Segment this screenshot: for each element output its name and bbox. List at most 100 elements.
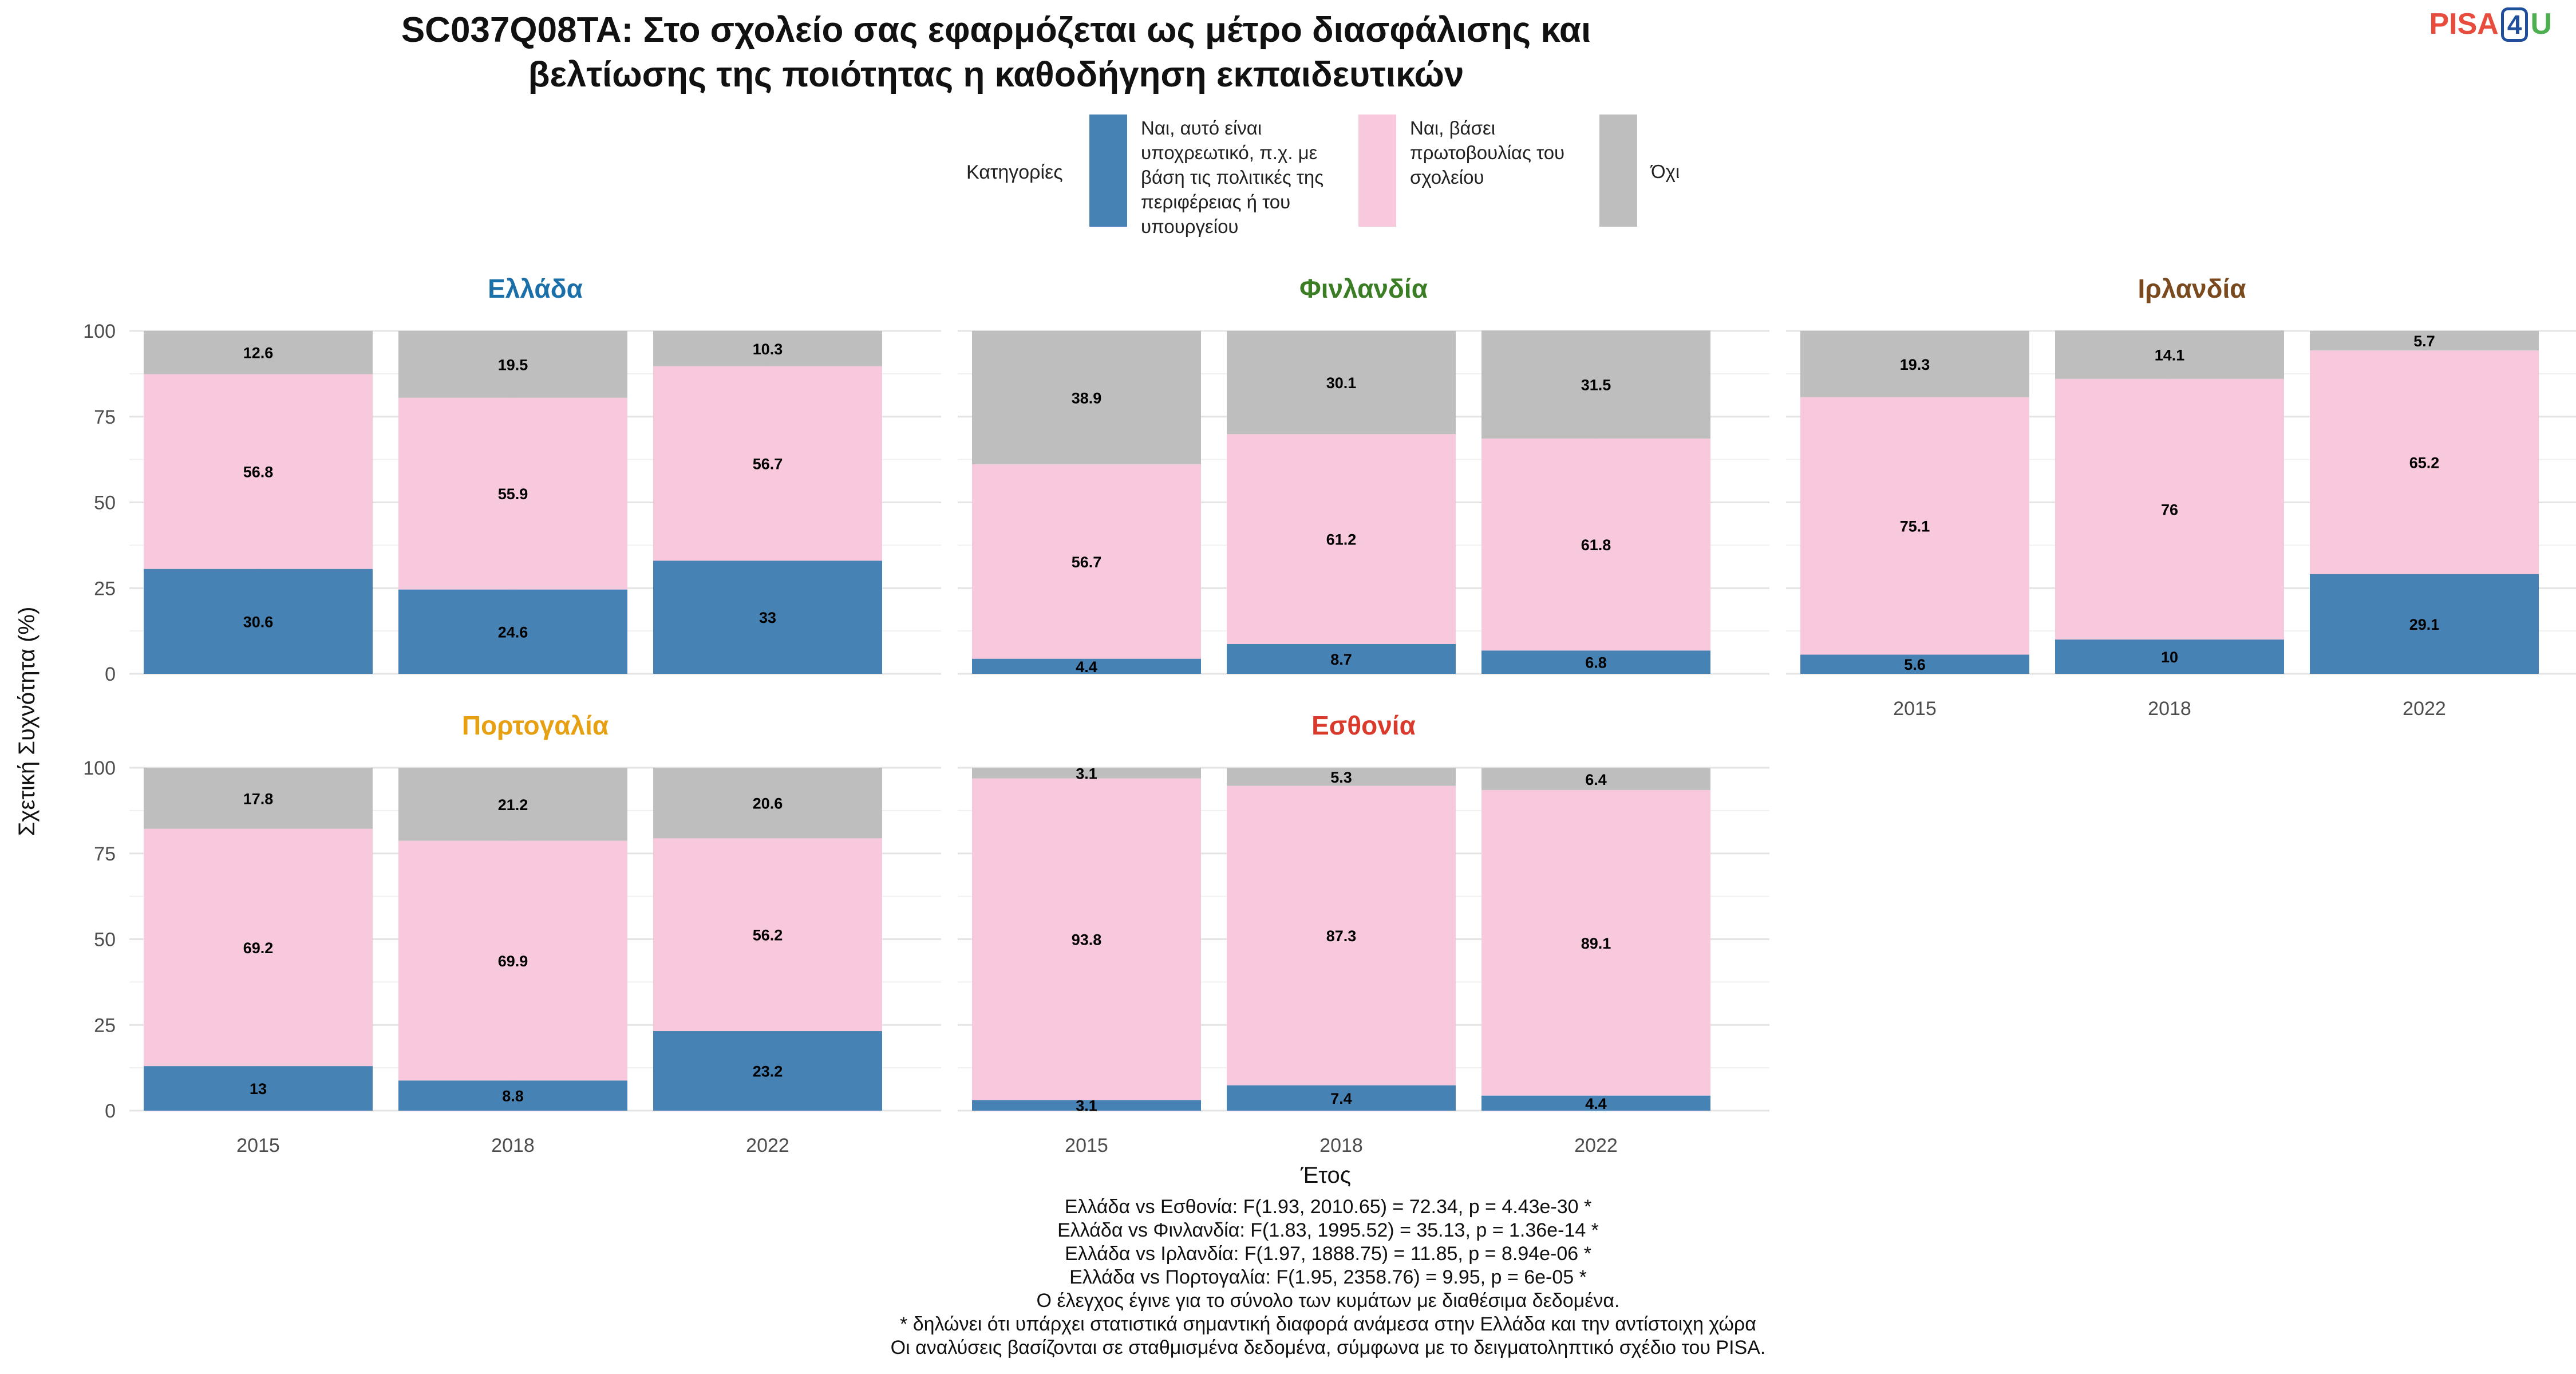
panel-4-x-tick-label: 2018 [491, 1135, 535, 1156]
panel-1-data-label-2022-series-1: 33 [759, 609, 776, 626]
panel-4-y-tick-label: 75 [94, 843, 116, 865]
panel-4-y-tick-label: 25 [94, 1014, 116, 1036]
panel-2-data-label-2015-series-1: 4.4 [1076, 658, 1097, 676]
panel-3-bar-2018-series-2 [2055, 378, 2284, 640]
panel-4-bar-2018-series-3 [398, 768, 627, 841]
panel-3-bar-2022-series-2 [2310, 350, 2539, 574]
panel-1-bar-2018-series-3 [398, 331, 627, 398]
panel-2-data-label-2018-series-1: 8.7 [1330, 651, 1352, 668]
panel-5-data-label-2015-series-1: 3.1 [1076, 1097, 1097, 1115]
panel-1-bar-2018-series-2 [398, 397, 627, 590]
panel-4-data-label-2015-series-2: 69.2 [243, 939, 274, 957]
panel-2-data-label-2022-series-3: 31.5 [1581, 377, 1611, 394]
panel-1-data-label-2015-series-3: 12.6 [243, 345, 274, 362]
panel-3-x-tick-label: 2018 [2148, 698, 2191, 720]
panel-5-bar-2022-series-3 [1481, 768, 1710, 790]
panel-3-data-label-2018-series-3: 14.1 [2155, 347, 2185, 364]
logo-text-4: 4 [2500, 7, 2528, 42]
panel-5-x-tick-label: 2015 [1065, 1135, 1108, 1156]
panel-3-bar-2022-series-1 [2310, 574, 2539, 674]
panel-4-data-label-2018-series-3: 21.2 [498, 796, 528, 814]
panel-5-x-tick-label: 2018 [1319, 1135, 1363, 1156]
legend-title: Κατηγορίες [966, 161, 1063, 183]
chart-title-line-2: βελτίωσης της ποιότητας η καθοδήγηση εκπ… [528, 55, 1464, 94]
panel-4-y-tick-label: 0 [105, 1100, 116, 1122]
panel-3-bar-2018-series-3 [2055, 330, 2284, 379]
panel-3-data-label-2015-series-3: 19.3 [1900, 356, 1930, 373]
panel-1-y-tick-label: 75 [94, 406, 116, 428]
panel-3-data-label-2015-series-2: 75.1 [1900, 518, 1930, 535]
panel-1-data-label-2018-series-1: 24.6 [498, 623, 528, 641]
panel-1-bar-2018-series-1 [398, 589, 627, 674]
panel-1-bar-2022-series-1 [653, 560, 882, 674]
panel-3-x-tick-label: 2015 [1893, 698, 1937, 720]
footer-line-1: Ελλάδα vs Εσθονία: F(1.93, 2010.65) = 72… [1064, 1196, 1592, 1218]
panel-2-data-label-2015-series-3: 38.9 [1072, 390, 1102, 407]
panel-5-data-label-2022-series-3: 6.4 [1585, 771, 1607, 788]
panel-4-data-label-2022-series-3: 20.6 [753, 795, 783, 812]
panel-2-data-label-2015-series-2: 56.7 [1072, 554, 1102, 571]
panel-1-data-label-2015-series-1: 30.6 [243, 613, 274, 630]
panel-5-bar-2022-series-2 [1481, 789, 1710, 1096]
panel-4-data-label-2018-series-2: 69.9 [498, 953, 528, 970]
legend-label-school-initiative: Ναι, βάσει πρωτοβουλίας του σχολείου [1410, 117, 1565, 188]
panel-1-data-label-2022-series-2: 56.7 [753, 456, 783, 473]
panel-2-bar-2022-series-1 [1481, 650, 1710, 674]
pisa4u-logo: PISA 4 U [2429, 7, 2552, 42]
legend-swatch-mandatory [1089, 114, 1127, 227]
footer-line-6: * δηλώνει ότι υπάρχει στατιστικά σημαντι… [900, 1313, 1756, 1335]
panel-3-data-label-2018-series-1: 10 [2161, 649, 2178, 666]
panel-4-data-label-2022-series-2: 56.2 [753, 927, 783, 944]
panel-1-bar-2022-series-2 [653, 366, 882, 561]
panel-3-bar-2015-series-2 [1800, 397, 2029, 655]
panel-3-x-tick-label: 2022 [2403, 698, 2446, 720]
panel-5-title: Εσθονία [1311, 710, 1416, 740]
panel-3-title: Ιρλανδία [2138, 274, 2246, 303]
panel-4-y-tick-label: 50 [94, 929, 116, 951]
logo-text-u: U [2530, 7, 2552, 41]
panel-5-bar-2015-series-2 [972, 778, 1201, 1100]
panel-5-data-label-2015-series-3: 3.1 [1076, 765, 1097, 782]
panel-4-bar-2022-series-3 [653, 768, 882, 839]
panel-5-data-label-2022-series-1: 4.4 [1585, 1095, 1607, 1112]
panel-4-title: Πορτογαλία [462, 710, 609, 740]
panel-1-bar-2015-series-1 [144, 568, 373, 674]
panel-1-data-label-2022-series-3: 10.3 [753, 341, 783, 358]
panel-1-y-tick-label: 25 [94, 578, 116, 599]
panel-3-data-label-2022-series-3: 5.7 [2413, 333, 2435, 350]
footer-line-2: Ελλάδα vs Φινλανδία: F(1.83, 1995.52) = … [1057, 1219, 1599, 1241]
panel-5-data-label-2015-series-2: 93.8 [1072, 931, 1102, 949]
panel-5-bar-2022-series-1 [1481, 1095, 1710, 1111]
legend-label-no: Όχι [1651, 161, 1680, 182]
panel-4-x-tick-label: 2015 [236, 1135, 280, 1156]
panel-1-data-label-2018-series-2: 55.9 [498, 485, 528, 503]
panel-4-bar-2022-series-1 [653, 1031, 882, 1111]
panel-1-bar-2015-series-2 [144, 374, 373, 569]
panel-4-x-tick-label: 2022 [746, 1135, 789, 1156]
panel-4-data-label-2018-series-1: 8.8 [502, 1088, 524, 1105]
panel-1-y-tick-label: 50 [94, 492, 116, 514]
panel-3-data-label-2022-series-2: 65.2 [2409, 454, 2440, 471]
chart-title: SC037Q08TA: Στο σχολείο σας εφαρμόζεται … [0, 8, 1992, 97]
panel-4-bar-2015-series-2 [144, 828, 373, 1067]
panel-2-data-label-2018-series-3: 30.1 [1326, 374, 1357, 392]
panel-2-data-label-2022-series-1: 6.8 [1585, 654, 1607, 672]
panel-5-bar-2015-series-3 [972, 768, 1201, 779]
panel-2-bar-2015-series-3 [972, 331, 1201, 465]
legend-swatch-school-initiative [1358, 114, 1396, 227]
panel-2-data-label-2022-series-2: 61.8 [1581, 536, 1611, 554]
panel-1-y-tick-label: 100 [83, 321, 116, 342]
panel-3-bar-2022-series-3 [2310, 331, 2539, 351]
panel-3-data-label-2015-series-1: 5.6 [1904, 656, 1926, 673]
panel-1-bar-2015-series-3 [144, 331, 373, 374]
panel-4-bar-2018-series-1 [398, 1080, 627, 1111]
panel-4-bar-2022-series-2 [653, 838, 882, 1032]
panel-3-data-label-2018-series-2: 76 [2161, 501, 2178, 518]
panel-2-data-label-2018-series-2: 61.2 [1326, 531, 1357, 548]
panel-2-bar-2015-series-2 [972, 464, 1201, 659]
footer-line-4: Ελλάδα vs Πορτογαλία: F(1.95, 2358.76) =… [1069, 1266, 1587, 1288]
panel-5-bar-2015-series-1 [972, 1100, 1201, 1111]
panel-2-bar-2018-series-1 [1227, 643, 1456, 674]
panel-1-data-label-2018-series-3: 19.5 [498, 356, 528, 373]
